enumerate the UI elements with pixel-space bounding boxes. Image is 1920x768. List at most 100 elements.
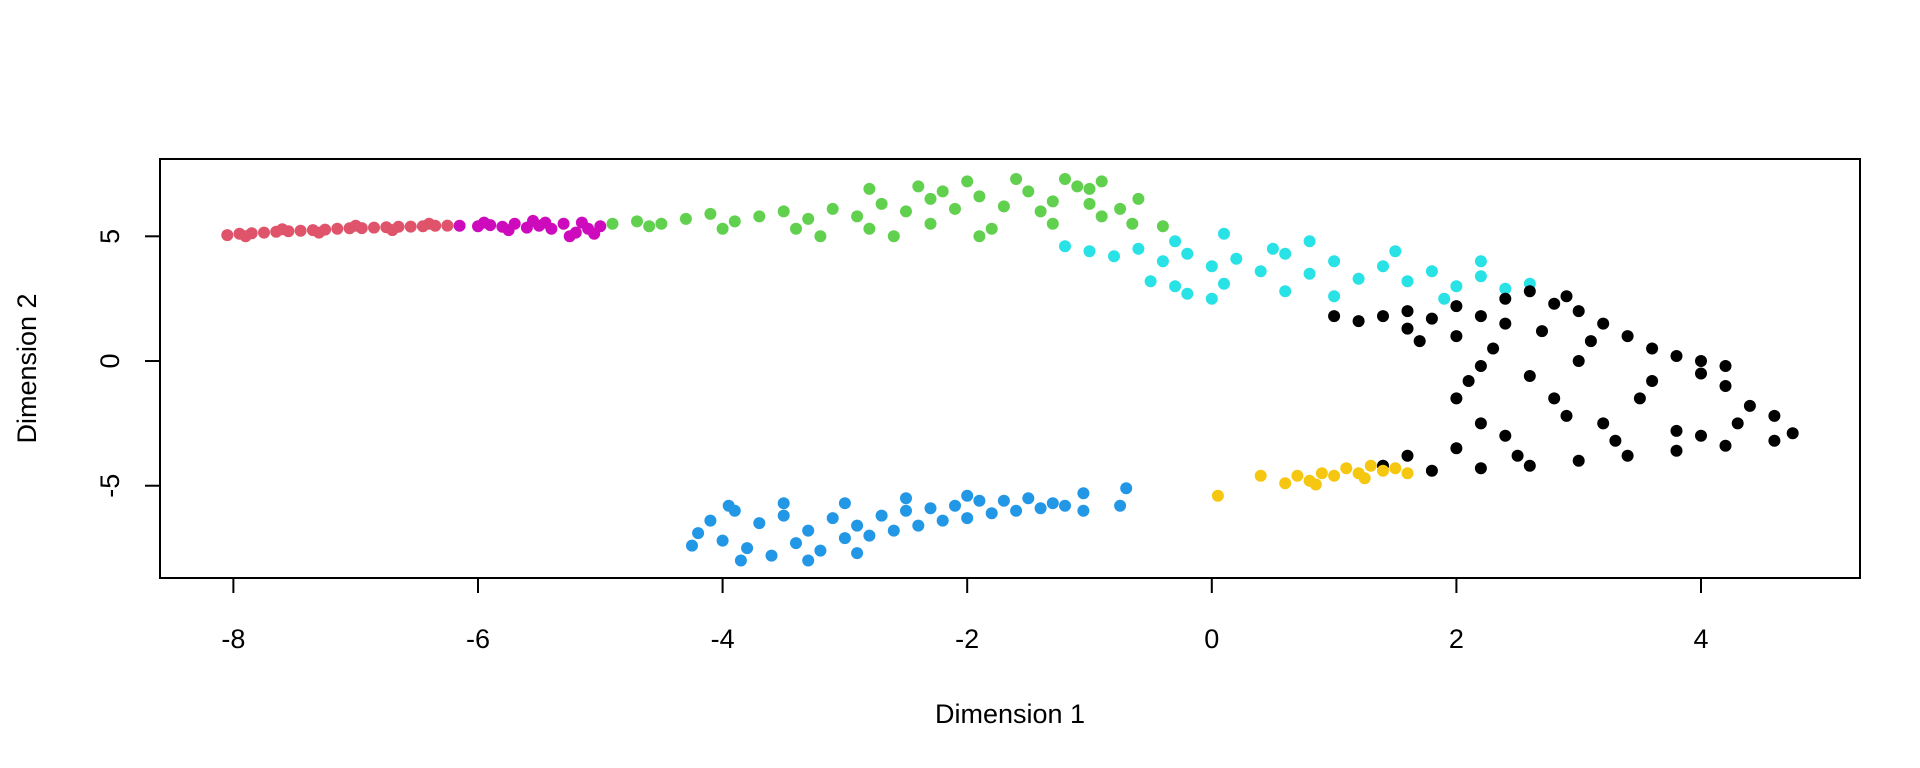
x-tick-label: 2	[1449, 624, 1464, 654]
data-point	[478, 216, 491, 229]
data-point	[1597, 417, 1610, 430]
data-point	[1511, 449, 1524, 462]
data-point	[423, 217, 436, 230]
data-point	[1181, 247, 1194, 260]
data-point	[1474, 360, 1487, 372]
data-point	[973, 494, 986, 507]
data-point	[741, 542, 754, 555]
data-point	[258, 226, 270, 239]
data-point	[716, 534, 729, 547]
data-point	[1401, 449, 1414, 462]
data-point	[1181, 287, 1194, 300]
data-point	[692, 527, 705, 540]
x-tick-label: -6	[466, 624, 490, 654]
data-point	[777, 497, 790, 510]
data-point	[1083, 182, 1096, 195]
data-point	[502, 224, 515, 237]
data-point	[1095, 210, 1108, 223]
data-point	[557, 217, 570, 230]
data-point	[606, 217, 619, 230]
data-point	[1768, 409, 1781, 422]
x-tick-label: 0	[1204, 624, 1219, 654]
points-layer	[221, 173, 1799, 567]
data-point	[1450, 280, 1463, 293]
data-point	[313, 226, 325, 239]
data-point	[1786, 427, 1799, 440]
data-point	[1279, 477, 1292, 490]
data-point	[1046, 497, 1059, 510]
data-point	[936, 185, 949, 198]
data-point	[949, 202, 961, 215]
data-point	[1425, 265, 1438, 278]
data-point	[997, 494, 1010, 507]
data-point	[1291, 469, 1304, 482]
data-point	[1077, 487, 1090, 500]
data-point	[349, 219, 362, 232]
data-point	[1401, 322, 1414, 335]
data-point	[1022, 492, 1035, 505]
data-point	[1499, 292, 1512, 305]
x-tick-label: 4	[1693, 624, 1708, 654]
data-point	[1413, 335, 1426, 348]
data-point	[1584, 335, 1597, 348]
data-point	[728, 215, 741, 228]
data-point	[527, 214, 539, 227]
data-point	[1597, 317, 1610, 330]
data-point	[539, 216, 552, 229]
data-point	[1077, 504, 1090, 517]
data-point	[368, 221, 380, 234]
data-point	[1450, 392, 1463, 405]
data-point	[1474, 310, 1487, 323]
data-point	[1389, 245, 1402, 258]
data-point	[1621, 330, 1634, 343]
point-series-2	[606, 173, 1169, 243]
data-point	[777, 205, 790, 218]
data-point	[1474, 255, 1487, 268]
data-point	[1462, 375, 1475, 387]
data-point	[1633, 392, 1646, 405]
data-point	[1010, 504, 1023, 517]
data-point	[1487, 342, 1500, 355]
data-point	[1132, 242, 1145, 255]
y-tick-label: -5	[95, 474, 125, 498]
x-axis: -8 -6 -4 -2 0 2 4	[221, 577, 1709, 654]
x-axis-label: Dimension 1	[935, 699, 1085, 729]
data-point	[753, 517, 766, 530]
data-point	[631, 215, 643, 228]
data-point	[1254, 469, 1267, 482]
data-point	[453, 219, 466, 232]
data-point	[985, 507, 998, 520]
data-point	[1646, 375, 1659, 387]
data-point	[1034, 502, 1047, 515]
data-point	[912, 180, 925, 193]
data-point	[1719, 439, 1732, 452]
data-point	[1120, 482, 1133, 495]
data-point	[1156, 220, 1169, 233]
data-point	[1401, 467, 1414, 480]
data-point	[1523, 370, 1536, 382]
data-point	[1315, 467, 1328, 480]
data-point	[1279, 285, 1292, 298]
data-point	[1205, 260, 1218, 273]
data-point	[1169, 280, 1182, 293]
data-point	[1719, 360, 1732, 372]
data-point	[936, 514, 949, 527]
data-point	[851, 210, 864, 223]
data-point	[900, 504, 912, 517]
x-tick-label: -8	[221, 624, 245, 654]
data-point	[1328, 469, 1341, 482]
data-point	[704, 514, 717, 527]
data-point	[1328, 255, 1341, 268]
data-point	[1377, 464, 1389, 477]
data-point	[734, 554, 747, 567]
data-point	[563, 230, 576, 243]
data-point	[1425, 464, 1438, 477]
data-point	[765, 549, 778, 562]
data-point	[1719, 380, 1732, 392]
data-point	[276, 223, 289, 236]
data-point	[1548, 392, 1561, 405]
data-point	[1114, 202, 1127, 215]
data-point	[1389, 462, 1402, 475]
data-point	[1499, 317, 1512, 330]
